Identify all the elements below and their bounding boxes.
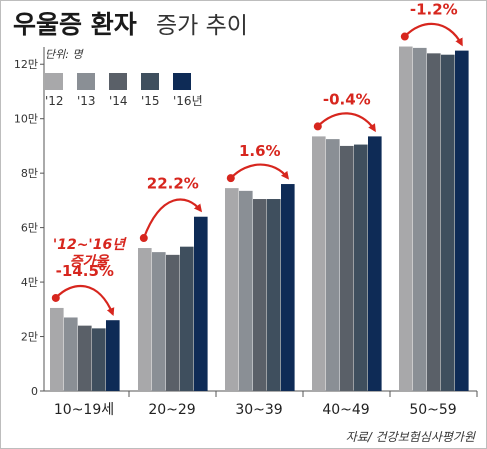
legend-label: '15 xyxy=(141,94,160,108)
axes: 0 2만 4만 6만 8만 10만 12만 10~19세 20~29 30~39 40~49 50~5… xyxy=(14,47,478,418)
legend-label: '14 xyxy=(109,94,128,108)
bar xyxy=(441,54,455,391)
change-percent-label: -0.4% xyxy=(323,90,371,108)
legend-swatch xyxy=(109,73,127,90)
chart-subtitle: 증가 추이 xyxy=(156,13,248,39)
legend-swatch xyxy=(77,73,95,90)
change-percent-label: 1.6% xyxy=(239,142,281,160)
bar xyxy=(92,328,106,391)
legend: '12 '13 '14 '15 '16년 xyxy=(45,73,203,108)
x-tick-label: 10~19세 xyxy=(54,402,114,418)
bar xyxy=(399,46,413,392)
bar xyxy=(413,47,427,392)
bar xyxy=(78,325,92,391)
y-tick-label: 6만 xyxy=(21,222,38,235)
y-tick-label: 4만 xyxy=(21,276,38,289)
bars xyxy=(50,46,469,392)
x-tick-label: 50~59 xyxy=(409,402,456,418)
change-arrow xyxy=(142,198,203,239)
x-tick-label: 30~39 xyxy=(235,402,282,418)
change-percent-label: -1.2% xyxy=(410,1,458,19)
y-tick-label: 12만 xyxy=(14,58,38,71)
bar xyxy=(194,216,208,391)
bar xyxy=(455,50,469,391)
x-tick-label: 40~49 xyxy=(322,402,369,418)
change-arrow xyxy=(317,112,376,133)
bar xyxy=(312,136,326,391)
change-percent-label: 22.2% xyxy=(147,175,199,193)
legend-swatch xyxy=(45,73,63,90)
bar xyxy=(106,320,120,391)
change-arrow xyxy=(229,163,290,180)
change-percent-label: -14.5% xyxy=(56,262,114,280)
bar xyxy=(152,252,166,391)
bar xyxy=(253,199,267,391)
bar xyxy=(427,53,441,391)
bar xyxy=(166,254,180,391)
y-tick-label: 8만 xyxy=(21,167,38,180)
legend-label: '12 xyxy=(45,94,64,108)
bar xyxy=(354,144,368,391)
change-arrow xyxy=(55,284,115,317)
bar xyxy=(138,248,152,391)
legend-label: '16년 xyxy=(173,94,203,108)
y-tick-label: 2만 xyxy=(21,331,38,344)
bar xyxy=(64,317,78,391)
bar xyxy=(239,190,253,391)
change-note-line1: '12~'16년 xyxy=(53,237,127,253)
legend-label: '13 xyxy=(77,94,96,108)
bar xyxy=(225,188,239,391)
change-note-line2: 증가율 xyxy=(70,254,111,270)
change-arrow xyxy=(404,22,463,47)
bar xyxy=(50,307,64,391)
source-note: 자료/ 건강보험심사평가원 xyxy=(346,430,476,444)
bar xyxy=(368,136,382,391)
y-tick-label: 10만 xyxy=(14,113,38,126)
chart-title: 우울증 환자 xyxy=(13,10,137,39)
legend-swatch xyxy=(141,73,159,90)
y-tick-label: 0 xyxy=(31,385,38,398)
bar xyxy=(340,145,354,391)
x-tick-label: 20~29 xyxy=(148,402,195,418)
change-annotations: -14.5% 22.2% 1.6% -0.4% -1.2% xyxy=(51,1,463,317)
legend-swatch xyxy=(173,73,191,90)
unit-label: 단위: 명 xyxy=(45,48,84,61)
bar xyxy=(267,199,281,391)
bar xyxy=(281,184,295,391)
bar xyxy=(326,139,340,391)
bar xyxy=(180,246,194,391)
